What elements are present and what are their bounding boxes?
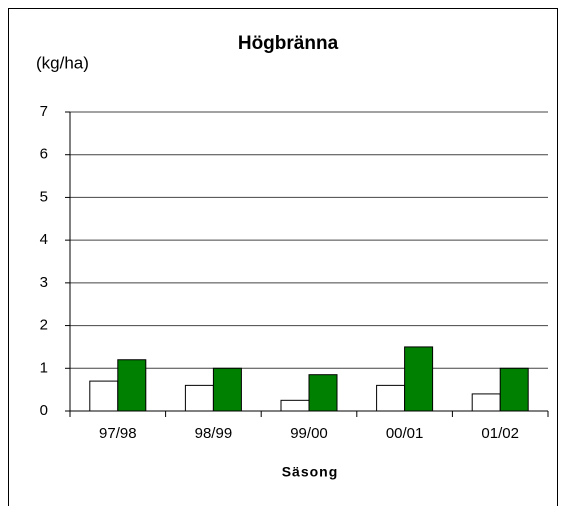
bar — [89, 380, 119, 412]
bar — [184, 384, 214, 412]
bar — [280, 399, 310, 412]
bar — [471, 393, 501, 412]
y-tick-label: 0 — [40, 402, 48, 419]
chart-title: Högbränna — [238, 33, 339, 54]
y-tick-label: 6 — [40, 146, 48, 163]
x-tick-label: 01/02 — [481, 425, 519, 442]
chart-frame — [8, 8, 558, 506]
bar — [404, 346, 434, 412]
y-tick-label: 4 — [40, 231, 48, 248]
x-tick-label: 98/99 — [195, 425, 233, 442]
x-axis-label: Säsong — [282, 464, 339, 480]
x-tick-label: 99/00 — [290, 425, 328, 442]
bar — [117, 359, 147, 412]
y-tick-label: 2 — [40, 317, 48, 334]
y-axis-label: (kg/ha) — [36, 53, 89, 72]
bar — [212, 367, 242, 412]
y-tick-label: 1 — [40, 359, 48, 376]
bar — [376, 384, 406, 412]
x-tick-label: 97/98 — [99, 425, 137, 442]
bar — [499, 367, 529, 412]
y-tick-label: 7 — [40, 103, 48, 120]
x-tick-label: 00/01 — [386, 425, 424, 442]
y-tick-label: 5 — [40, 188, 48, 205]
bar — [308, 374, 338, 412]
y-tick-label: 3 — [40, 274, 48, 291]
